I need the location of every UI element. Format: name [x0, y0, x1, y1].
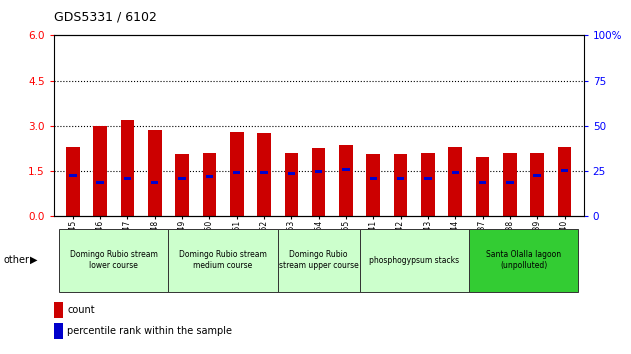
- Bar: [342, 168, 350, 171]
- Text: Santa Olalla lagoon
(unpolluted): Santa Olalla lagoon (unpolluted): [486, 251, 561, 270]
- Bar: [449, 147, 462, 216]
- Text: count: count: [68, 305, 95, 315]
- Bar: [288, 172, 295, 175]
- Bar: [503, 153, 517, 216]
- Bar: [121, 120, 134, 216]
- Bar: [257, 133, 271, 216]
- Bar: [561, 169, 569, 172]
- Bar: [175, 154, 189, 216]
- Text: Domingo Rubio
stream upper course: Domingo Rubio stream upper course: [279, 251, 358, 270]
- Bar: [506, 181, 514, 184]
- Bar: [370, 177, 377, 180]
- Bar: [315, 170, 322, 173]
- Bar: [260, 171, 268, 174]
- Text: ▶: ▶: [30, 255, 38, 265]
- Bar: [397, 177, 404, 180]
- Bar: [558, 147, 572, 216]
- Text: GDS5331 / 6102: GDS5331 / 6102: [54, 11, 156, 24]
- Text: other: other: [3, 255, 29, 265]
- Bar: [54, 323, 63, 339]
- Bar: [394, 154, 408, 216]
- Text: percentile rank within the sample: percentile rank within the sample: [68, 326, 232, 336]
- Bar: [452, 171, 459, 174]
- Bar: [233, 171, 240, 174]
- Bar: [203, 153, 216, 216]
- Bar: [421, 153, 435, 216]
- Text: phosphogypsum stacks: phosphogypsum stacks: [369, 256, 459, 265]
- Bar: [69, 174, 76, 177]
- Bar: [179, 177, 186, 180]
- Bar: [124, 177, 131, 180]
- Text: Domingo Rubio stream
medium course: Domingo Rubio stream medium course: [179, 251, 267, 270]
- FancyBboxPatch shape: [59, 229, 168, 292]
- Bar: [339, 145, 353, 216]
- FancyBboxPatch shape: [278, 229, 360, 292]
- Bar: [367, 154, 380, 216]
- Bar: [312, 148, 326, 216]
- Bar: [206, 175, 213, 178]
- Bar: [93, 126, 107, 216]
- FancyBboxPatch shape: [168, 229, 278, 292]
- Bar: [285, 153, 298, 216]
- Bar: [533, 174, 541, 177]
- Bar: [97, 181, 104, 184]
- Bar: [531, 153, 544, 216]
- Bar: [424, 177, 432, 180]
- Bar: [151, 181, 158, 184]
- Bar: [54, 302, 63, 318]
- FancyBboxPatch shape: [469, 229, 578, 292]
- Bar: [479, 181, 487, 184]
- Bar: [230, 132, 244, 216]
- Bar: [66, 147, 80, 216]
- Bar: [476, 157, 490, 216]
- FancyBboxPatch shape: [360, 229, 469, 292]
- Text: Domingo Rubio stream
lower course: Domingo Rubio stream lower course: [70, 251, 158, 270]
- Bar: [148, 130, 162, 216]
